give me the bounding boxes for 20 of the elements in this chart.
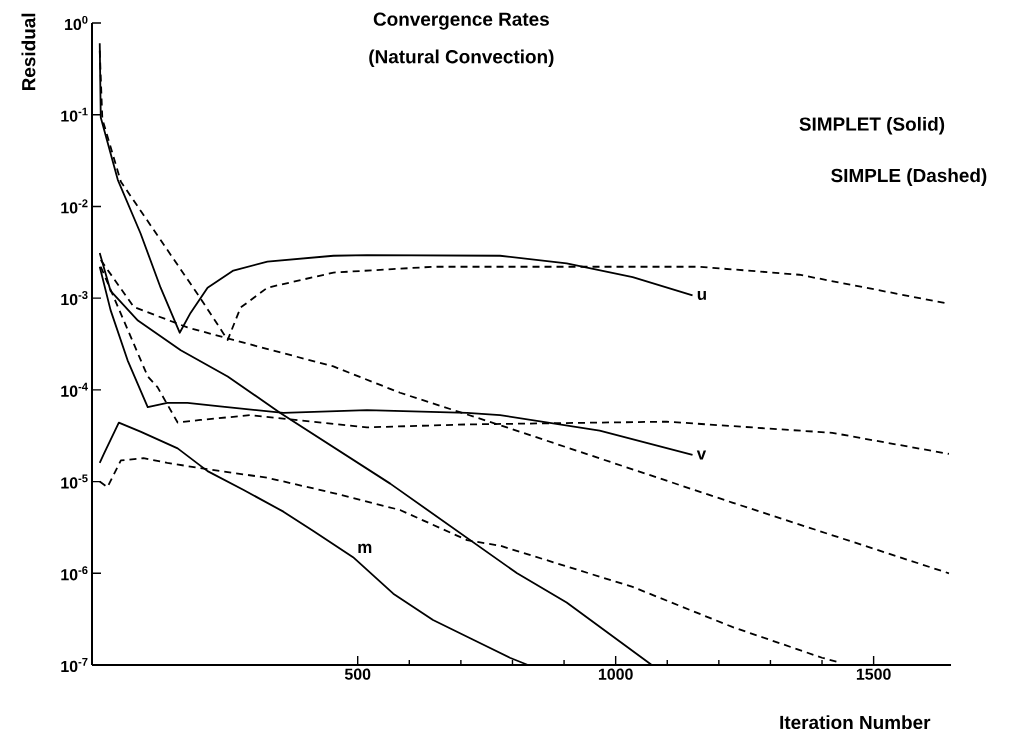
y-tick-label: 10$^{0}$	[65, 15, 88, 31]
annotation: SIMPLET (Solid)	[799, 116, 945, 135]
series-label: u	[697, 290, 706, 301]
y-tick-label: 10$^{-7}$	[61, 657, 88, 673]
x-tick-label: 500	[344, 668, 371, 680]
series-label: m	[358, 543, 372, 553]
annotation: SIMPLE (Dashed)	[831, 168, 987, 186]
y-tick-label: 10$^{-4}$	[61, 382, 88, 397]
x-tick-label: 1000	[598, 668, 633, 680]
x-axis-title: Iteration Number	[780, 715, 931, 730]
text: (Natural Convection)	[369, 49, 554, 68]
y-tick-label: 10$^{-2}$	[61, 199, 88, 214]
y-tick-label: 10$^{-3}$	[61, 291, 88, 306]
x-tick-label: 1500	[856, 668, 891, 680]
series-label: v	[696, 450, 707, 460]
y-tick-label: 10$^{-1}$	[61, 107, 88, 122]
y-tick-label: 10$^{-5}$	[61, 474, 88, 489]
y-axis-title: Residual	[21, 13, 36, 91]
y-tick-label: 10$^{-6}$	[61, 566, 88, 581]
chart-title: Convergence Rates	[373, 12, 549, 30]
